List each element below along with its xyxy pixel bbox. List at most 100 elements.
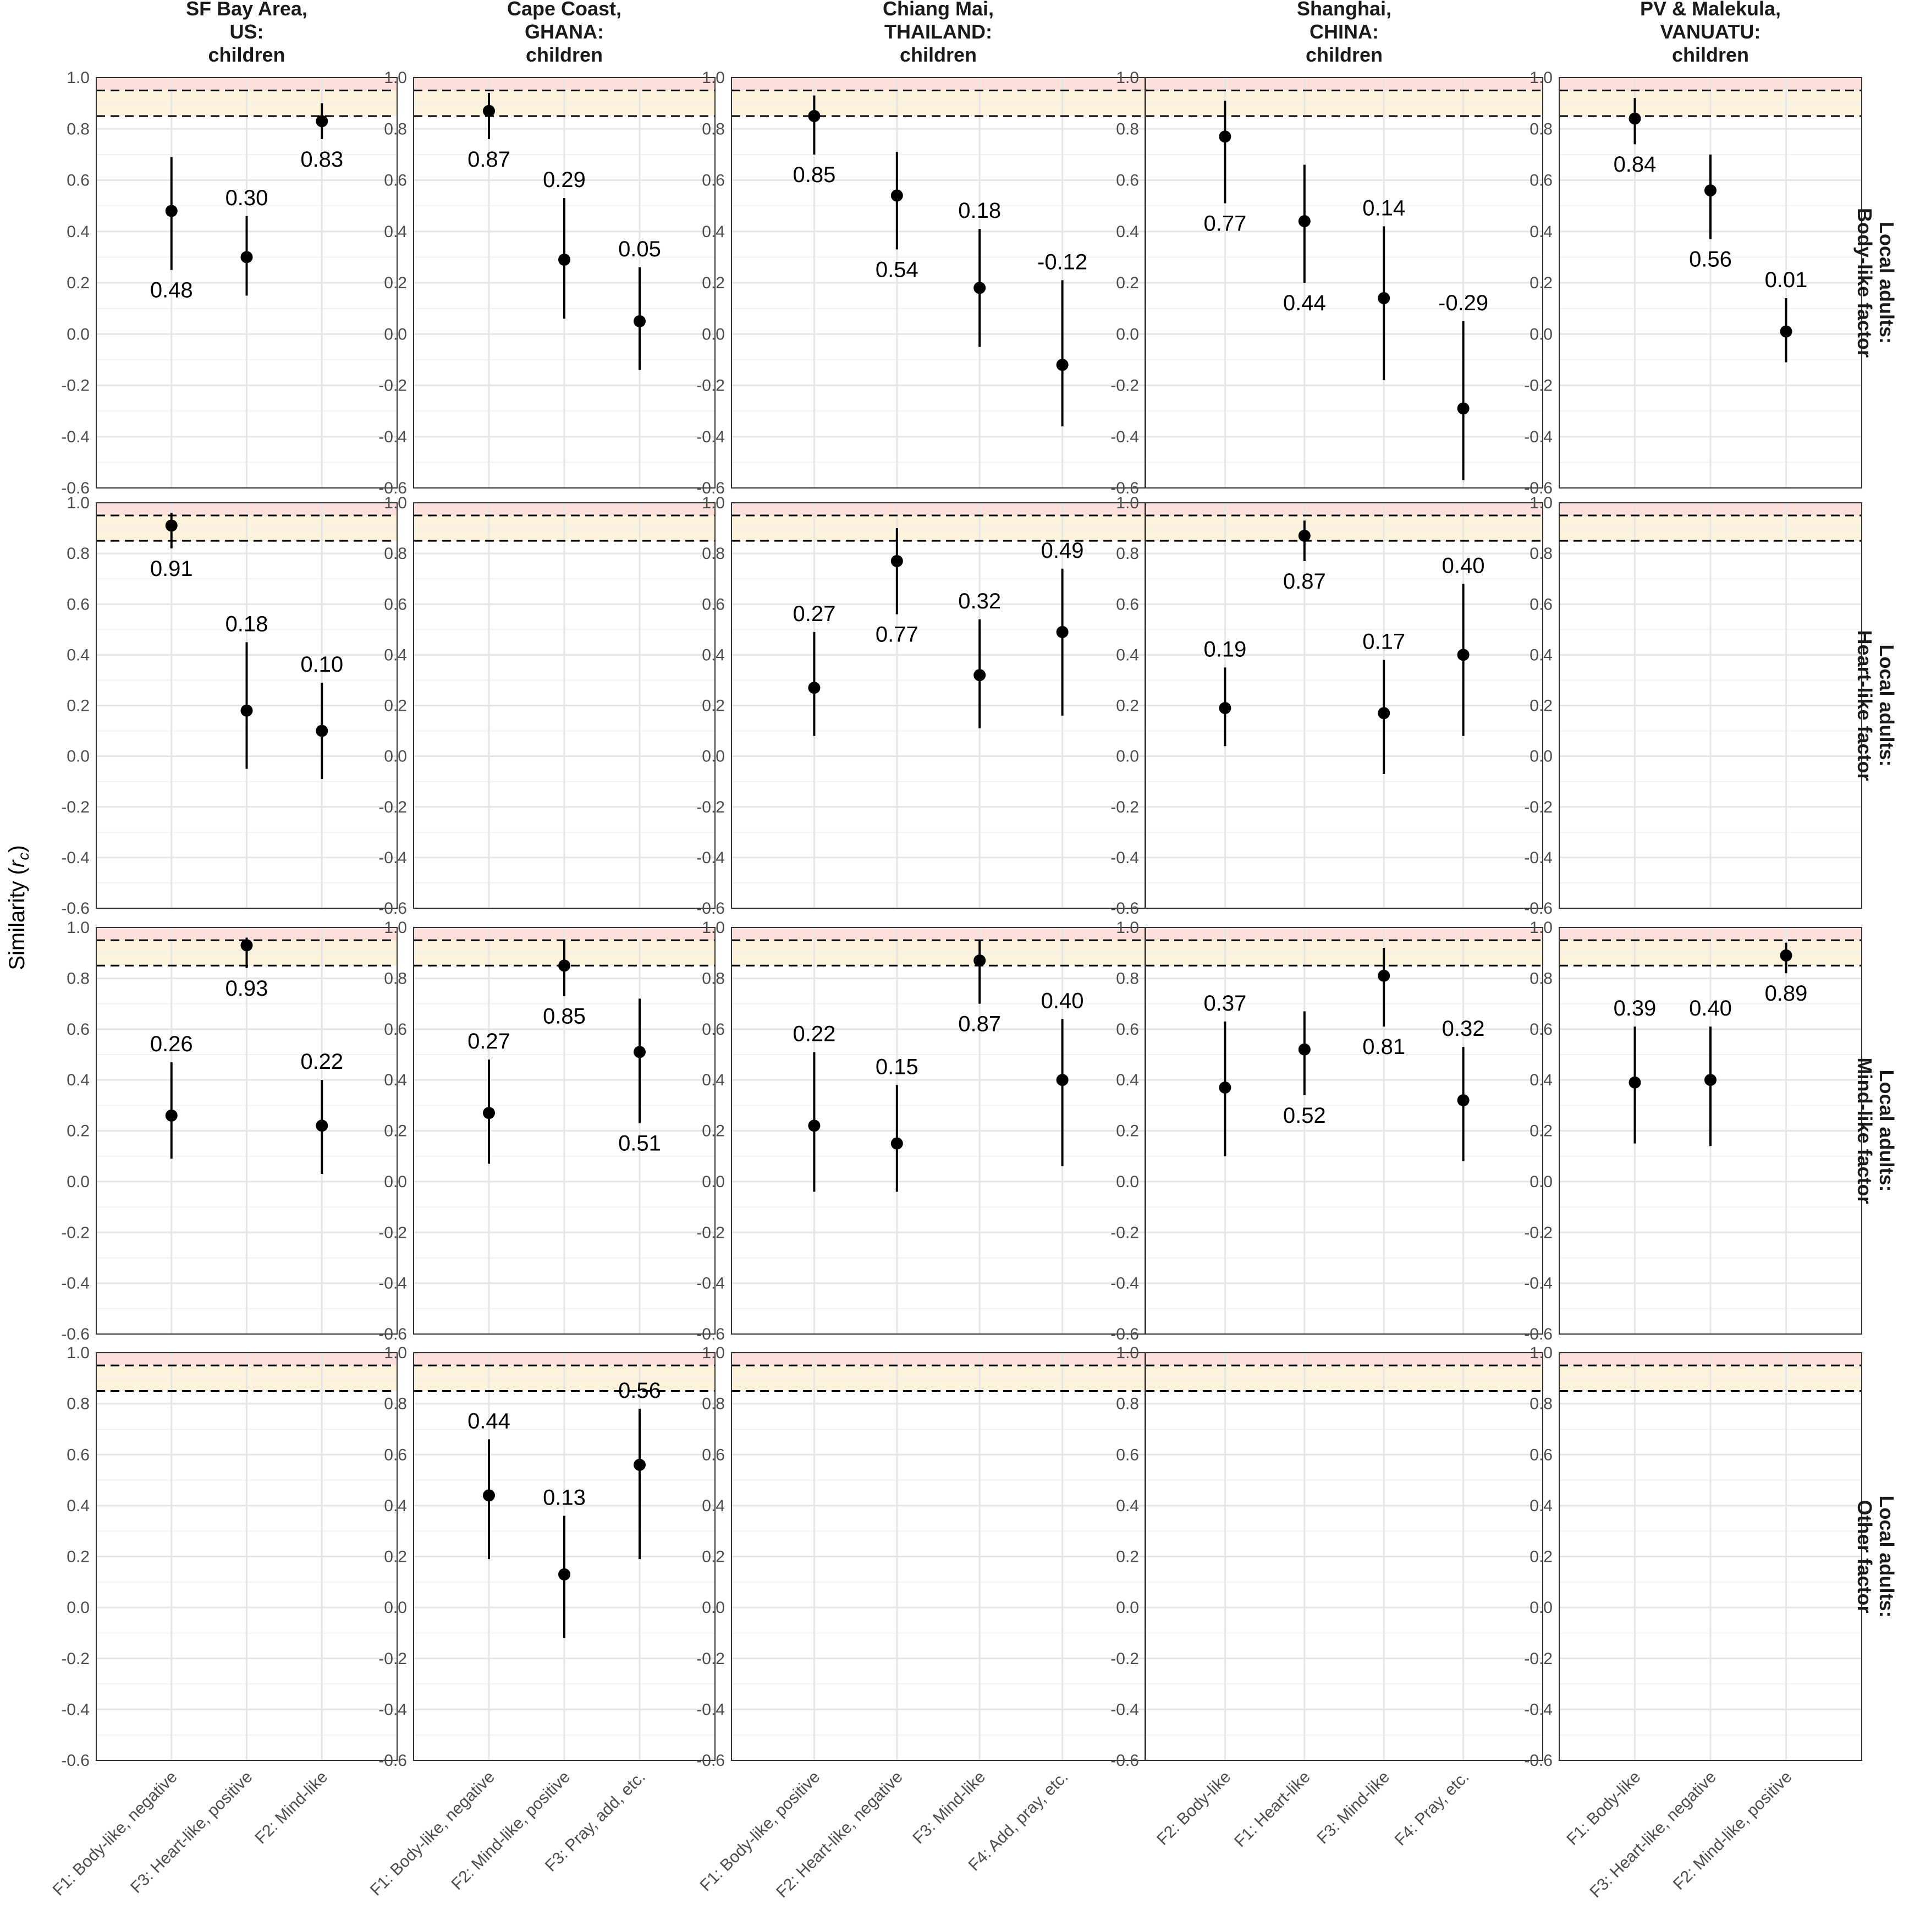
panel-border: [413, 77, 716, 489]
x-tick-label: F2: Body-like: [1153, 1768, 1234, 1849]
data-point: [1056, 625, 1069, 638]
y-tick-label: 0.6: [67, 1446, 90, 1464]
data-point: [973, 669, 986, 682]
y-tick-label: 0.2: [702, 1548, 725, 1566]
data-label: 0.83: [300, 147, 343, 172]
panel: 1.0 0.8 0.6 0.4 0.2 0.0 -0.2 -0.4 -0.6: [1110, 1344, 1543, 1770]
y-tick-label: 1.0: [1530, 1344, 1553, 1362]
y-tick-label: 0.2: [1116, 697, 1139, 715]
y-tick-label: 1.0: [67, 69, 90, 87]
y-tick-label: 0.4: [67, 646, 90, 664]
panel-border: [1145, 502, 1543, 909]
panel: 1.0 0.8 0.6 0.4 0.2 0.0 -0.2 -0.4 -0.6 0.22 0.15 0.…: [696, 919, 1146, 1343]
x-tick-label: F3: Heart-like, negative: [1586, 1768, 1720, 1902]
y-tick-label: -0.4: [378, 1275, 407, 1293]
y-tick-label: -0.6: [696, 1325, 725, 1343]
panel-border: [413, 927, 716, 1335]
x-tick-label: F3: Heart-like, positive: [127, 1768, 256, 1897]
data-label: 0.22: [793, 1022, 835, 1046]
data-label: 0.81: [1362, 1035, 1405, 1059]
y-tick-label: -0.6: [1524, 1325, 1553, 1343]
panel: 1.0 0.8 0.6 0.4 0.2 0.0 -0.2 -0.4 -0.6: [1524, 494, 1862, 918]
y-tick-label: -0.4: [696, 1700, 725, 1719]
row-title-line: Body-like factor: [1853, 208, 1876, 358]
y-tick-label: 0.0: [702, 1599, 725, 1617]
y-tick-label: 0.8: [702, 545, 725, 563]
y-tick-label: 0.4: [1116, 1497, 1139, 1515]
y-tick-label: 0.6: [702, 172, 725, 190]
data-point: [890, 1137, 903, 1150]
reference-band: [1146, 1353, 1543, 1366]
y-tick-label: 0.2: [1530, 1548, 1553, 1566]
y-tick-label: -0.4: [1110, 428, 1139, 446]
data-point: [1056, 1074, 1069, 1086]
y-tick-label: -0.6: [378, 899, 407, 918]
reference-band: [731, 927, 1145, 941]
y-tick-label: -0.4: [1524, 849, 1553, 867]
panel: 1.0 0.8 0.6 0.4 0.2 0.0 -0.2 -0.4 -0.6 0.26 0.93 0.…: [61, 919, 398, 1343]
y-tick-label: 0.2: [384, 274, 407, 292]
y-tick-label: 0.8: [702, 120, 725, 138]
data-point: [165, 205, 178, 217]
y-tick-label: 0.4: [702, 223, 725, 241]
data-label: 0.93: [225, 976, 268, 1001]
x-tick-label: F1: Body-like, negative: [367, 1768, 498, 1900]
column-title: Shanghai, CHINA: children: [1297, 0, 1391, 66]
data-point: [558, 254, 570, 266]
y-tick-label: -0.4: [61, 849, 90, 867]
data-label: 0.56: [618, 1379, 661, 1403]
y-tick-label: 1.0: [67, 919, 90, 937]
data-label: 0.18: [958, 199, 1001, 223]
x-tick-label: F3: Mind-like: [1313, 1768, 1393, 1848]
column-title-line: children: [1306, 43, 1383, 66]
y-tick-label: 0.4: [67, 1497, 90, 1515]
panel: 1.0 0.8 0.6 0.4 0.2 0.0 -0.2 -0.4 -0.6 0.39 0.40 0.…: [1524, 919, 1862, 1343]
data-point: [1457, 1094, 1470, 1107]
y-axis-label: Similarity (rc): [5, 845, 32, 970]
data-point: [558, 1568, 570, 1580]
data-label: 0.91: [150, 557, 193, 581]
panel-border: [1559, 1352, 1862, 1761]
column-title-line: Shanghai,: [1297, 0, 1391, 20]
x-tick-label: F1: Body-like, negative: [49, 1768, 181, 1900]
y-tick-label: -0.4: [696, 849, 725, 867]
data-label: 0.87: [467, 147, 510, 172]
y-tick-label: 1.0: [384, 69, 407, 87]
y-tick-label: 0.4: [702, 646, 725, 664]
y-tick-label: 1.0: [1530, 919, 1553, 937]
panel: 1.0 0.8 0.6 0.4 0.2 0.0 -0.2 -0.4 -0.6 0.91 0.18 0.…: [61, 494, 398, 918]
data-label: 0.15: [876, 1055, 918, 1079]
data-label: 0.19: [1203, 637, 1246, 661]
data-point: [240, 939, 253, 952]
y-tick-label: 0.6: [702, 1020, 725, 1039]
y-tick-label: 0.0: [1116, 748, 1139, 766]
data-point: [808, 682, 821, 694]
y-tick-label: -0.2: [1110, 1223, 1139, 1242]
y-tick-label: -0.6: [378, 1325, 407, 1343]
data-point: [1780, 325, 1792, 338]
column-title-line: Chiang Mai,: [883, 0, 994, 20]
y-tick-label: -0.2: [61, 377, 90, 395]
data-point: [316, 115, 328, 128]
y-tick-label: 0.6: [1530, 1446, 1553, 1464]
y-tick-label: 0.8: [1116, 1395, 1139, 1413]
data-point: [1298, 529, 1311, 542]
data-point: [1704, 1074, 1717, 1086]
y-tick-label: 0.8: [702, 1395, 725, 1413]
data-point: [240, 704, 253, 717]
data-label: 0.30: [225, 186, 268, 210]
reference-band: [1146, 78, 1543, 91]
data-point: [1378, 707, 1390, 720]
y-tick-label: 1.0: [1116, 919, 1139, 937]
x-tick-label: F2: Mind-like: [251, 1768, 331, 1848]
y-tick-label: 0.8: [384, 120, 407, 138]
y-tick-label: 0.2: [702, 697, 725, 715]
row-title-line: Local adults:: [1875, 222, 1898, 344]
y-tick-label: 0.6: [67, 1020, 90, 1039]
data-point: [634, 315, 646, 327]
y-tick-label: 0.2: [1116, 1122, 1139, 1140]
y-tick-label: 0.4: [384, 1497, 407, 1515]
data-label: 0.17: [1362, 630, 1405, 654]
row-title-line: Mind-like factor: [1853, 1057, 1876, 1204]
